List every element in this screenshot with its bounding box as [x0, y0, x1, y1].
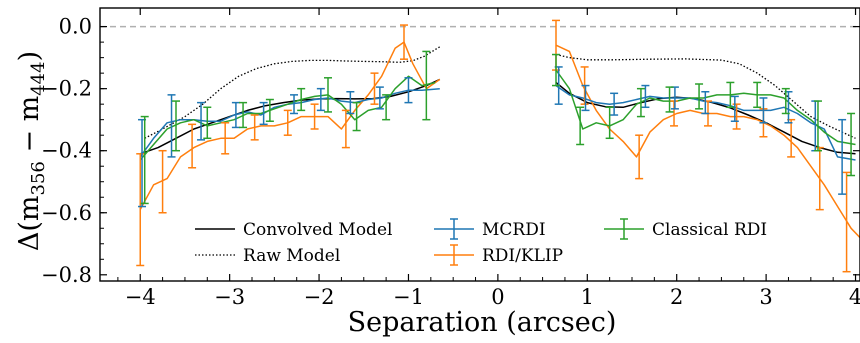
- errorbar-rdi-klip-19: [842, 171, 851, 273]
- x-tick-label: −4: [125, 285, 156, 309]
- errorbar-classical-rdi-4: [265, 98, 274, 122]
- errorbar-classical-rdi-8: [382, 94, 391, 121]
- legend-label-rdi-klip: RDI/KLIP: [482, 246, 563, 266]
- x-tick-label: 1: [581, 285, 594, 309]
- errorbar-classical-rdi-0: [140, 115, 149, 205]
- errorbar-rdi-klip-5: [283, 109, 292, 136]
- y-tick-label: −0.4: [41, 139, 92, 163]
- legend-item-classical-rdi: Classical RDI: [604, 218, 767, 240]
- errorbar-classical-rdi-5: [297, 87, 306, 112]
- errorbar-classical-rdi-9: [422, 50, 431, 121]
- errorbar-mcrdi-4: [259, 101, 268, 126]
- series-line-classical-rdi-1: [555, 69, 856, 146]
- errorbar-classical-rdi-12: [605, 106, 614, 140]
- y-axis-title-sub1: 356: [28, 161, 49, 195]
- series-line-raw-model-0: [144, 46, 441, 139]
- errorbar-rdi-klip-0: [136, 153, 145, 267]
- tick-layer: −4 −3 −2 −1 0 1 2 3 4 0.0 −0.2 −0.4 −0.6 −0.8: [41, 8, 860, 309]
- errorbar-mcrdi-1: [167, 94, 176, 158]
- plot-frame: [99, 7, 860, 282]
- errorbar-rdi-klip-9: [400, 24, 408, 60]
- series-layer: [139, 41, 860, 239]
- errorbar-classical-rdi-6: [324, 77, 332, 113]
- x-tick-label: −3: [214, 285, 245, 309]
- errorbar-classical-rdi-18: [781, 87, 790, 115]
- errorbar-mcrdi-20: [838, 118, 847, 195]
- x-tick-label: −1: [393, 285, 424, 309]
- y-axis-title-main: Δ(m: [14, 196, 45, 252]
- errorbar-mcrdi-6: [316, 87, 325, 112]
- legend-label-raw-model: Raw Model: [243, 246, 340, 266]
- errorbar-rdi-klip-3: [221, 122, 230, 155]
- errorbar-mcrdi-8: [375, 86, 384, 110]
- errorbar-mcrdi-9: [404, 77, 413, 104]
- errorbar-rdi-klip-13: [670, 100, 679, 127]
- errorbar-mcrdi-15: [701, 91, 710, 115]
- series-line-rdi-klip-1: [555, 44, 860, 239]
- legend-item-mcrdi: MCRDI: [434, 218, 546, 240]
- errorbar-classical-rdi-15: [695, 83, 704, 110]
- y-tick-label: −0.6: [41, 201, 92, 225]
- errorbar-mcrdi-16: [730, 95, 739, 122]
- errorbar-mcrdi-11: [581, 84, 590, 112]
- errorbar-classical-rdi-3: [239, 101, 248, 129]
- y-axis-title-sub2: 444: [28, 61, 49, 95]
- legend-item-rdi-klip: RDI/KLIP: [434, 244, 563, 266]
- x-tick-label: 2: [670, 285, 683, 309]
- x-tick-label: −2: [304, 285, 335, 309]
- errorbar-classical-rdi-1: [172, 100, 180, 152]
- errorbar-rdi-klip-18: [815, 146, 824, 211]
- legend-label-mcrdi: MCRDI: [482, 220, 546, 240]
- errorbar-rdi-klip-15: [732, 103, 741, 130]
- x-axis-title: Separation (arcsec): [348, 307, 617, 338]
- errorbar-rdi-klip-1: [158, 149, 167, 214]
- y-tick-label: 0.0: [59, 15, 92, 39]
- x-tick-label: 4: [849, 285, 860, 309]
- errorbar-classical-rdi-13: [636, 87, 645, 118]
- errorbar-rdi-klip-4: [250, 114, 259, 141]
- y-axis-title-mid: − m: [14, 96, 45, 161]
- series-line-convolved-model-0: [139, 78, 441, 155]
- y-axis-title-end: ): [14, 51, 45, 62]
- legend-label-classical-rdi: Classical RDI: [652, 220, 767, 240]
- errorbar-classical-rdi-17: [753, 81, 762, 109]
- series-line-rdi-klip-0: [139, 41, 441, 210]
- errorbar-mcrdi-5: [290, 94, 299, 115]
- errorbar-classical-rdi-19: [813, 100, 822, 152]
- errorbar-classical-rdi-16: [726, 81, 735, 109]
- legend-item-raw-model: Raw Model: [195, 246, 340, 266]
- legend-label-convolved-model: Convolved Model: [243, 220, 392, 240]
- errorbar-mcrdi-13: [641, 84, 650, 109]
- x-tick-label: 0: [491, 285, 504, 309]
- errorbar-rdi-klip-6: [310, 103, 319, 130]
- y-axis-title: Δ(m356 − m444): [14, 51, 49, 251]
- errorbar-classical-rdi-11: [576, 106, 585, 146]
- errorbar-rdi-klip-8: [370, 72, 379, 105]
- errorbar-rdi-klip-2: [188, 123, 197, 169]
- errorbar-mcrdi-17: [759, 97, 768, 124]
- errorbar-rdi-klip-7: [341, 109, 350, 149]
- errorbar-classical-rdi-14: [665, 86, 674, 113]
- legend-item-convolved-model: Convolved Model: [195, 220, 392, 240]
- x-tick-label: 3: [759, 285, 772, 309]
- errorbar-rdi-klip-12: [635, 134, 644, 180]
- errorbar-classical-rdi-2: [203, 106, 212, 140]
- y-tick-label: −0.2: [41, 77, 92, 101]
- y-tick-label: −0.8: [41, 263, 92, 287]
- errorbar-mcrdi-7: [346, 91, 355, 115]
- errorbar-classical-rdi-7: [352, 101, 361, 132]
- errorbar-classical-rdi-10: [552, 53, 560, 87]
- errorbar-mcrdi-12: [610, 92, 619, 116]
- legend: Convolved Model Raw Model MCRDI RDI/KLIP: [195, 218, 767, 266]
- errorbar-mcrdi-3: [231, 101, 240, 129]
- errorbar-layer: [136, 19, 856, 273]
- errorbar-mcrdi-2: [197, 101, 206, 141]
- errorbar-classical-rdi-20: [847, 112, 856, 177]
- series-line-mcrdi-0: [139, 87, 440, 158]
- series-line-mcrdi-1: [555, 84, 856, 161]
